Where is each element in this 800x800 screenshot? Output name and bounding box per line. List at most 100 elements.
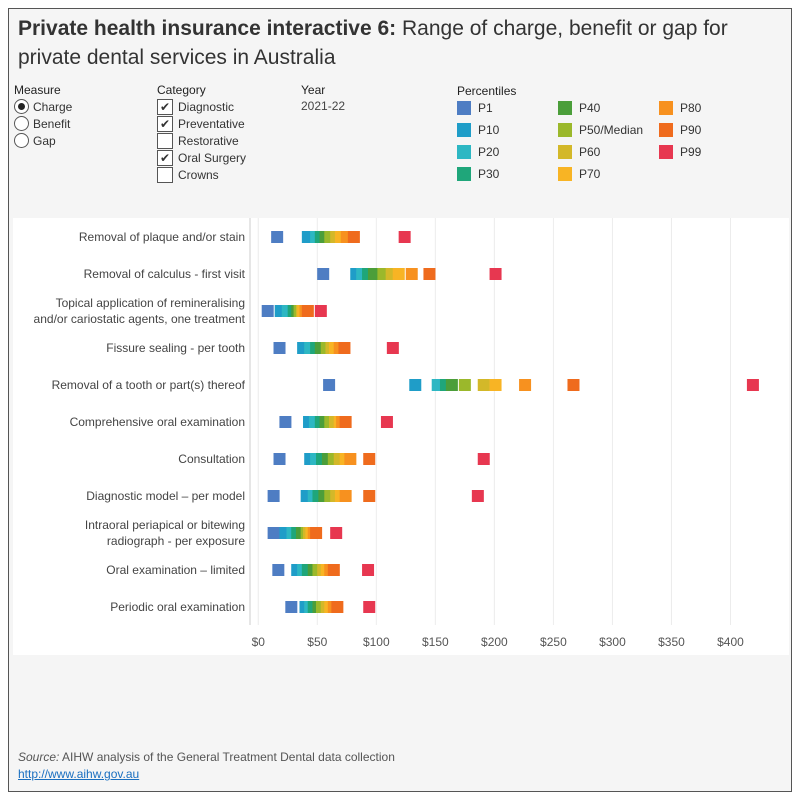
category-label: Category	[157, 83, 206, 97]
mark	[367, 268, 380, 280]
mark	[746, 379, 759, 391]
mark	[458, 379, 471, 391]
mark	[267, 527, 280, 539]
mark	[339, 490, 352, 502]
option-label: Preventative	[178, 116, 245, 131]
mark	[314, 305, 327, 317]
mark	[398, 231, 411, 243]
legend-label: P30	[478, 167, 500, 181]
mark	[273, 453, 286, 465]
mark	[301, 305, 314, 317]
mark	[279, 416, 292, 428]
mark	[339, 416, 352, 428]
category-option[interactable]: ✔ Diagnostic	[157, 98, 234, 115]
legend-item: P80	[659, 97, 701, 119]
mark	[392, 268, 405, 280]
mark	[330, 527, 343, 539]
mark	[423, 268, 436, 280]
legend-label: P40	[579, 101, 601, 115]
legend-item: P99	[659, 141, 701, 163]
legend-swatch	[457, 167, 471, 181]
mark	[567, 379, 580, 391]
legend-item: P60	[558, 141, 600, 163]
mark	[344, 453, 357, 465]
mark	[310, 527, 323, 539]
option-label: Gap	[33, 133, 56, 148]
option-label: Restorative	[178, 133, 239, 148]
row-label: Consultation	[178, 452, 245, 466]
year-label: Year	[301, 83, 326, 97]
title: Private health insurance interactive 6: …	[18, 14, 778, 72]
row-label: Periodic oral examination	[110, 600, 245, 614]
category-option[interactable]: ✔ Oral Surgery	[157, 149, 246, 166]
source-link[interactable]: http://www.aihw.gov.au	[18, 767, 140, 781]
legend-item: P30	[457, 163, 499, 185]
mark	[338, 342, 351, 354]
x-tick-label: $350	[658, 635, 685, 649]
legend-item: P1	[457, 97, 493, 119]
category-option[interactable]: ✔ Preventative	[157, 115, 245, 132]
source-prefix: Source:	[18, 750, 60, 764]
mark	[285, 601, 298, 613]
row-label: Removal of plaque and/or stain	[78, 230, 245, 244]
legend-label: P20	[478, 145, 500, 159]
mark	[271, 231, 284, 243]
option-label: Benefit	[33, 116, 71, 131]
legend-swatch	[659, 123, 673, 137]
mark	[380, 416, 393, 428]
measure-option[interactable]: Benefit	[14, 115, 70, 132]
measure-option[interactable]: Charge	[14, 98, 72, 115]
mark	[409, 379, 422, 391]
legend-label: P99	[680, 145, 702, 159]
option-label: Charge	[33, 99, 73, 114]
measure-option[interactable]: Gap	[14, 132, 56, 149]
x-tick-label: $250	[540, 635, 567, 649]
legend-title: Percentiles	[457, 84, 517, 98]
mark	[363, 601, 376, 613]
mark	[445, 379, 458, 391]
mark	[471, 490, 484, 502]
mark	[477, 453, 490, 465]
row-label: Intraoral periapical or bitewing radiogr…	[84, 518, 245, 548]
radio-button[interactable]	[14, 99, 29, 114]
legend-swatch	[457, 123, 471, 137]
category-option[interactable]: Crowns	[157, 166, 219, 183]
row-label: Topical application of remineralising an…	[33, 296, 245, 326]
checkbox[interactable]: ✔	[157, 115, 173, 132]
x-tick-label: $100	[363, 635, 390, 649]
mark	[362, 564, 375, 576]
mark	[519, 379, 532, 391]
mark	[323, 379, 336, 391]
row-label: Removal of calculus - first visit	[83, 267, 245, 281]
checkbox[interactable]	[157, 132, 173, 149]
mark	[267, 490, 280, 502]
row-label: Diagnostic model – per model	[86, 489, 245, 503]
legend-label: P10	[478, 123, 500, 137]
option-label: Diagnostic	[178, 99, 235, 114]
x-tick-label: $400	[717, 635, 744, 649]
source: Source: AIHW analysis of the General Tre…	[18, 750, 395, 764]
legend-item: P70	[558, 163, 600, 185]
x-tick-label: $150	[422, 635, 449, 649]
mark	[363, 453, 376, 465]
checkbox[interactable]	[157, 166, 173, 183]
mark	[317, 268, 330, 280]
legend-swatch	[457, 145, 471, 159]
measure-label: Measure	[14, 83, 61, 97]
legend-swatch	[558, 101, 572, 115]
option-label: Oral Surgery	[178, 150, 247, 165]
x-tick-label: $200	[481, 635, 508, 649]
radio-button[interactable]	[14, 133, 29, 148]
radio-button[interactable]	[14, 116, 29, 131]
mark	[273, 342, 286, 354]
legend-label: P1	[478, 101, 493, 115]
legend-item: P40	[558, 97, 600, 119]
legend-item: P10	[457, 119, 499, 141]
checkbox[interactable]: ✔	[157, 98, 173, 115]
checkbox[interactable]: ✔	[157, 149, 173, 166]
legend-swatch	[659, 101, 673, 115]
mark	[489, 268, 502, 280]
category-option[interactable]: Restorative	[157, 132, 239, 149]
